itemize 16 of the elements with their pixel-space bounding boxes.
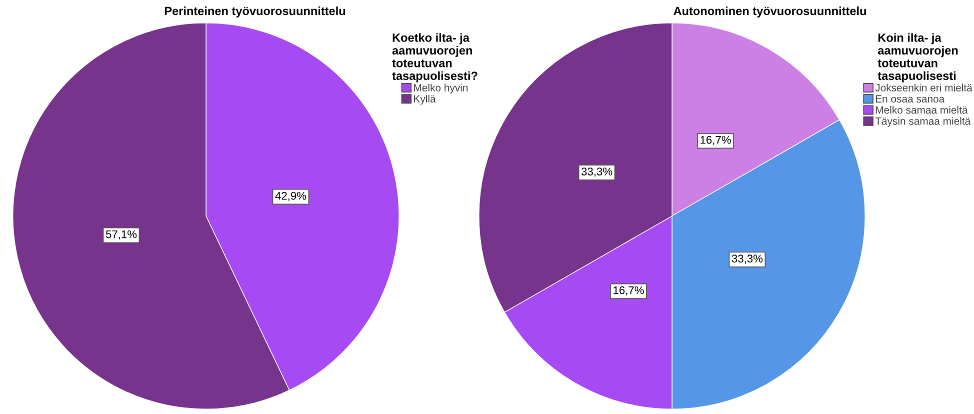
data-label: 42,9% — [275, 192, 306, 202]
legend-title: Koin ilta- ja aamuvuorojen toteutuvan tasapuolisesti — [878, 33, 958, 82]
legend-label: En osaa sanoa — [876, 95, 945, 103]
legend-label: Melko samaa mieltä — [876, 106, 968, 114]
legend-label: Jokseenkin eri mieltä — [875, 84, 972, 92]
legend-title: Koetko ilta- ja aamuvuorojen toteutuvan tasapuolisesti? — [392, 33, 478, 82]
legend-label: Kyllä — [414, 94, 436, 105]
data-label: 57,1% — [106, 230, 137, 240]
data-label: 16,7% — [700, 136, 731, 146]
legend-label: Melko hyvin — [414, 84, 468, 94]
chart-title: Autonominen työvuorosuunnittelu — [674, 6, 866, 18]
legend-label: Täysin samaa mieltä — [875, 117, 971, 127]
data-label: 33,3% — [732, 254, 763, 264]
chart-title: Perinteinen työvuorosuunnittelu — [164, 6, 346, 18]
data-label: 16,7% — [614, 286, 644, 296]
data-label: 33,3% — [581, 168, 612, 177]
